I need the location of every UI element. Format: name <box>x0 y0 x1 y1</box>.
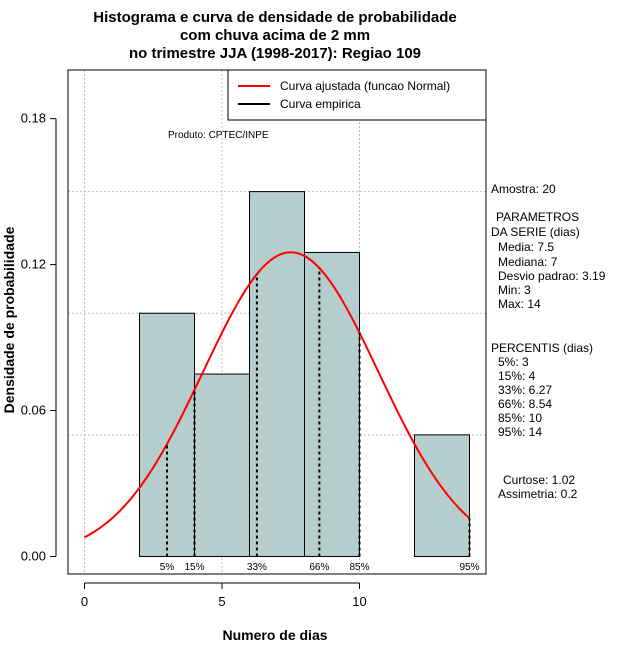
y-tick-label: 0.00 <box>21 548 46 563</box>
y-axis-label: Densidade de probabilidade <box>1 226 17 413</box>
product-annotation: Produto: CPTEC/INPE <box>168 130 269 141</box>
stat-param-header-2: DA SERIE (dias) <box>491 225 580 239</box>
legend-label-normal: Curva ajustada (funcao Normal) <box>280 79 450 93</box>
stat-media: Media: 7.5 <box>498 240 554 254</box>
stat-desvio: Desvio padrao: 3.19 <box>498 269 606 283</box>
chart-title-line-1: Histograma e curva de densidade de proba… <box>93 9 456 26</box>
percentile-label: 85% <box>349 562 369 573</box>
stat-param-header-1: PARAMETROS <box>496 210 579 224</box>
stat-p5: 5%: 3 <box>498 355 529 369</box>
x-axis-label: Numero de dias <box>222 627 327 643</box>
x-tick-label: 5 <box>218 594 225 609</box>
stat-perc-header: PERCENTIS (dias) <box>491 341 593 355</box>
percentile-label: 15% <box>184 562 204 573</box>
curve-layer <box>84 251 471 539</box>
legend-box <box>227 69 487 121</box>
legend: Curva ajustada (funcao Normal) Curva emp… <box>227 69 487 121</box>
percentile-label: 33% <box>247 562 267 573</box>
stat-mediana: Mediana: 7 <box>498 255 558 269</box>
stat-amostra: Amostra: 20 <box>491 182 556 196</box>
normal-density-curve <box>84 251 471 539</box>
histogram-bar <box>304 251 360 557</box>
percentile-label: 66% <box>309 562 329 573</box>
legend-label-empirical: Curva empirica <box>280 97 361 111</box>
axes-layer: 0 5 10 0.00 0.06 0.12 0.18 <box>21 111 367 609</box>
percentile-label: 95% <box>459 562 479 573</box>
stat-max: Max: 14 <box>498 297 541 311</box>
stat-p33: 33%: 6.27 <box>498 383 552 397</box>
histogram-bar <box>414 434 470 557</box>
bars-layer <box>139 191 470 557</box>
stat-p66: 66%: 8.54 <box>498 397 552 411</box>
stat-p95: 95%: 14 <box>498 425 542 439</box>
stat-assimetria: Assimetria: 0.2 <box>498 487 578 501</box>
stat-p15: 15%: 4 <box>498 369 536 383</box>
chart-title-line-2: com chuva acima de 2 mm <box>180 27 370 44</box>
x-tick-label: 10 <box>352 594 366 609</box>
x-tick-label: 0 <box>81 594 88 609</box>
chart-title-line-3: no trimestre JJA (1998-2017): Regiao 109 <box>129 45 421 62</box>
stats-panel: Amostra: 20 PARAMETROS DA SERIE (dias) M… <box>491 182 606 501</box>
percentile-label: 5% <box>160 562 175 573</box>
histogram-bar <box>194 373 250 557</box>
y-tick-label: 0.18 <box>21 111 46 126</box>
y-tick-label: 0.12 <box>21 257 46 272</box>
stat-p85: 85%: 10 <box>498 411 542 425</box>
stat-min: Min: 3 <box>498 283 531 297</box>
stat-curtose: Curtose: 1.02 <box>503 473 575 487</box>
y-tick-label: 0.06 <box>21 403 46 418</box>
percentile-layer: 5% 15% 33% 66% 85% 95% <box>160 268 480 573</box>
